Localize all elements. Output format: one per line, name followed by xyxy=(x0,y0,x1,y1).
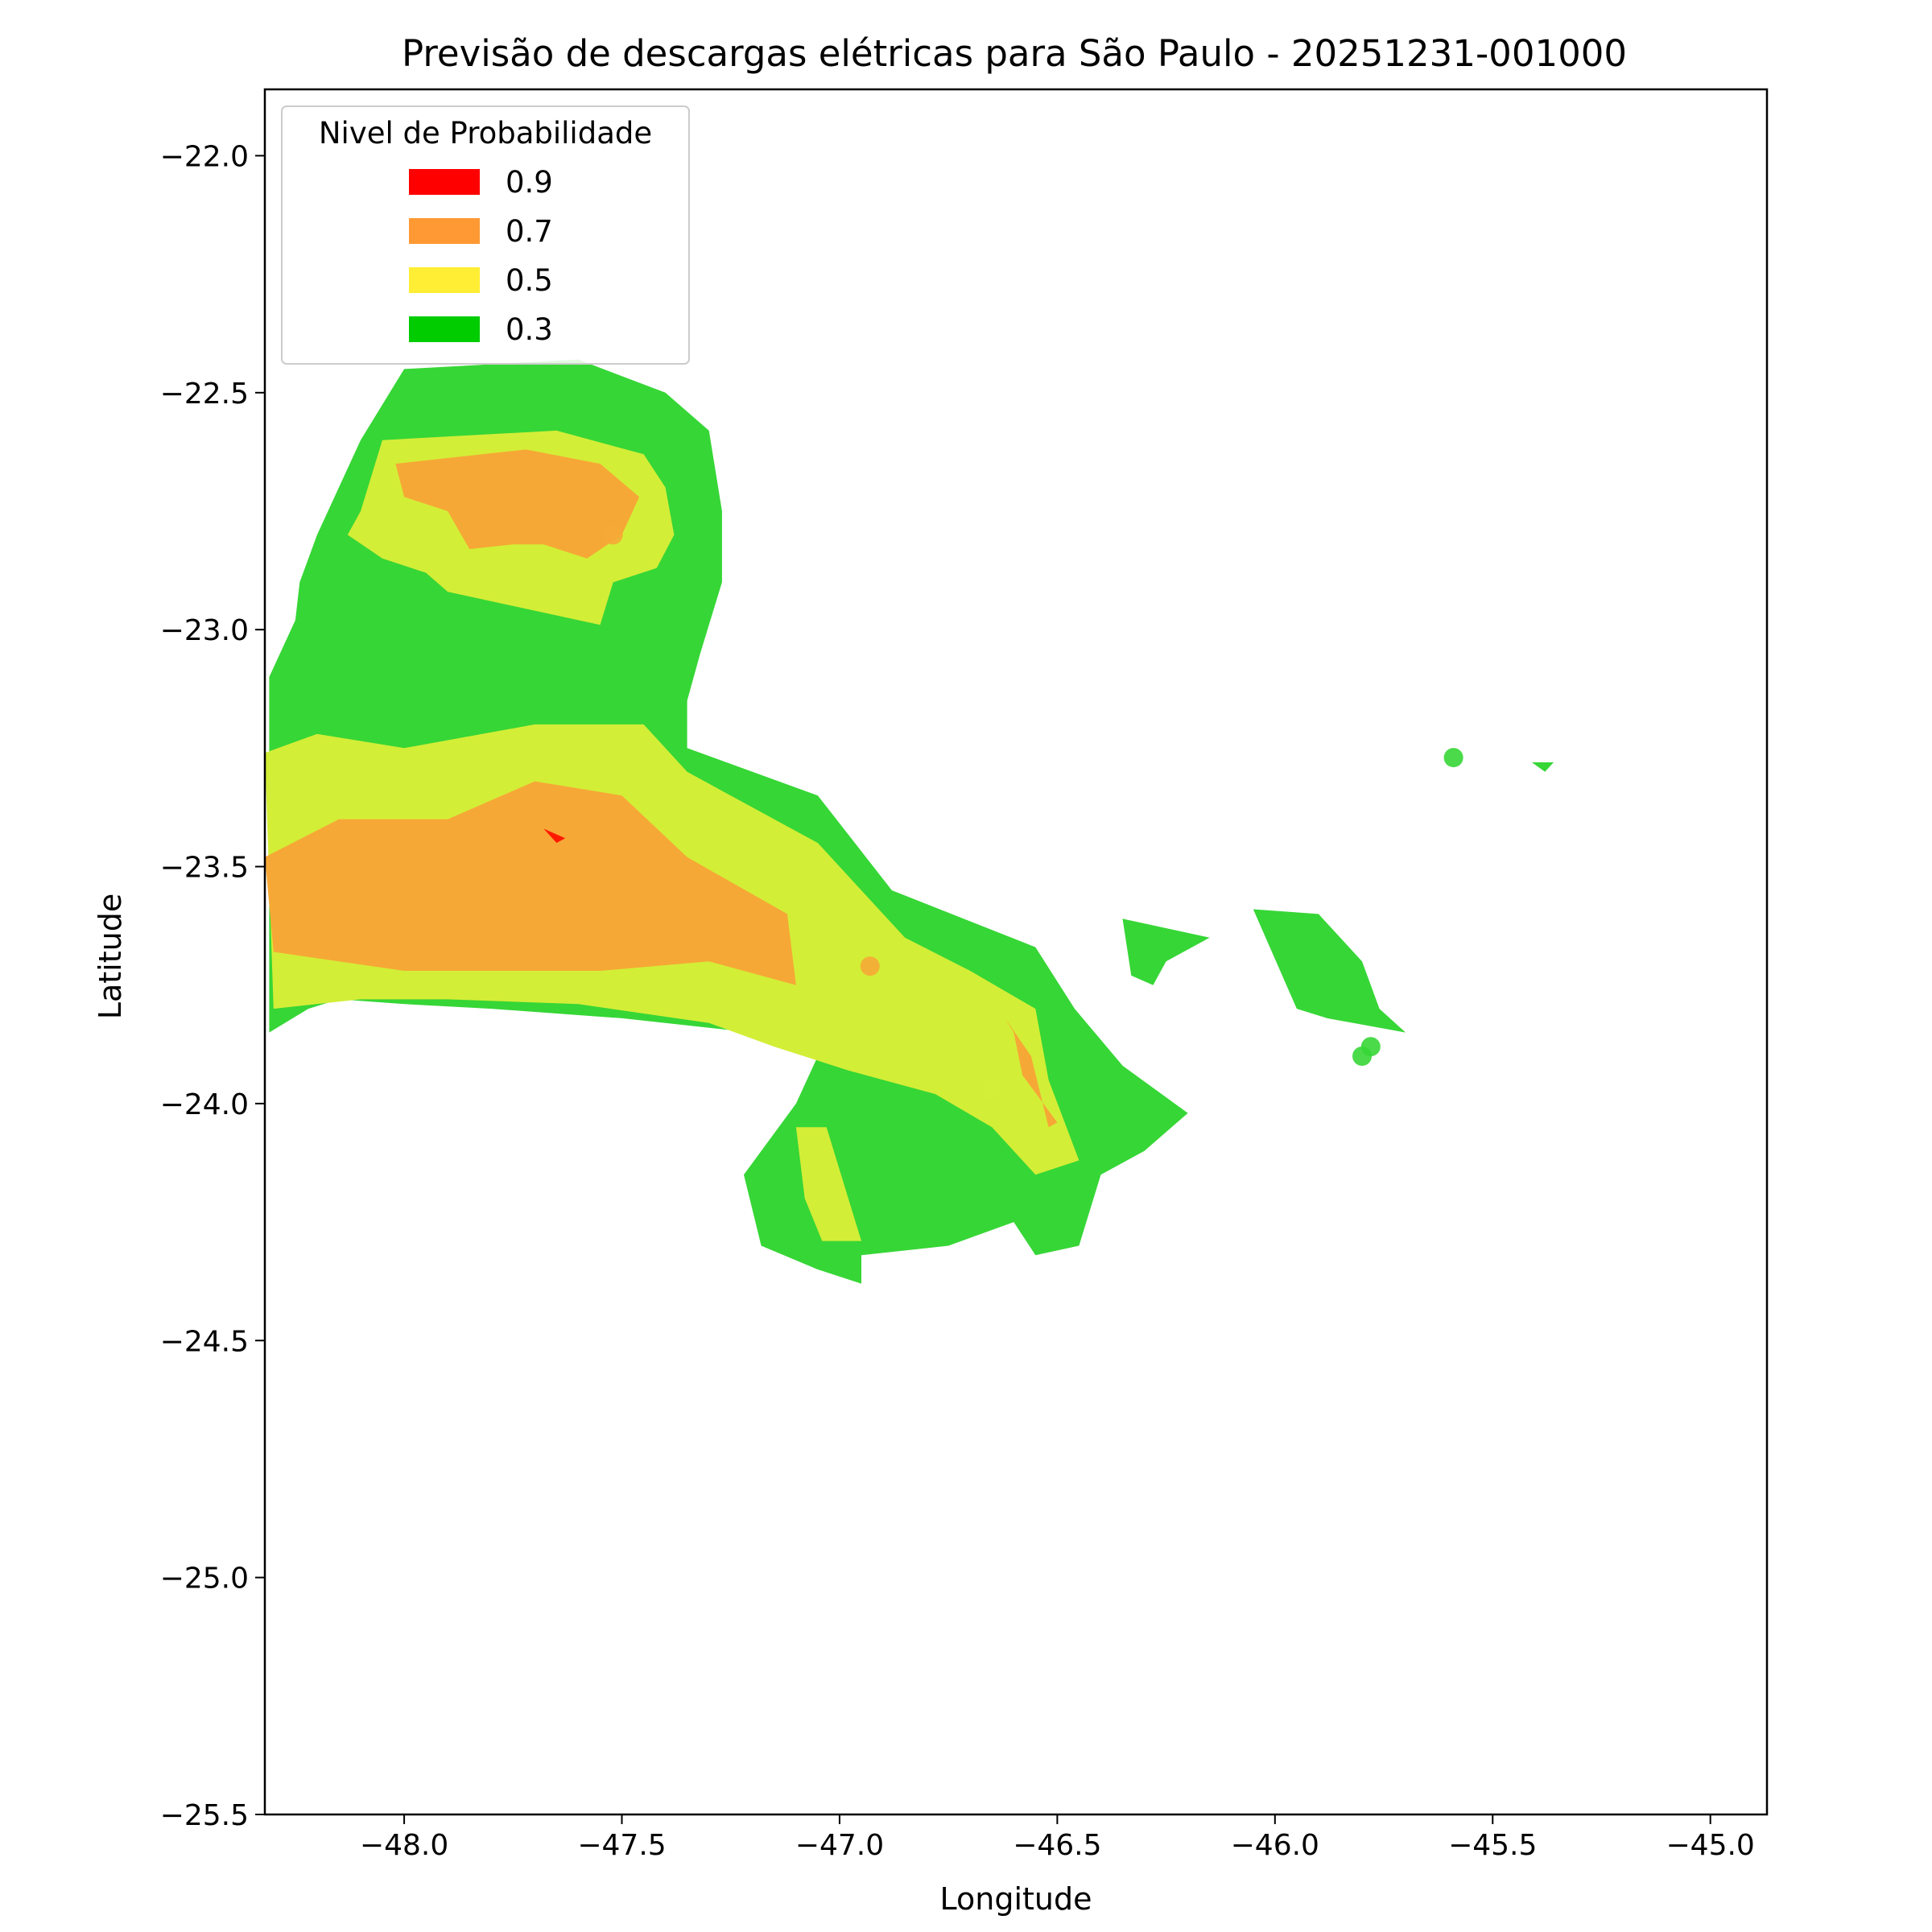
contour-region-03-8 xyxy=(1122,919,1210,985)
data-point-2 xyxy=(860,956,880,976)
contour-region-03-9 xyxy=(1253,909,1406,1033)
x-tick-label: −47.0 xyxy=(795,1829,884,1862)
y-tick-label: −23.0 xyxy=(160,614,249,647)
x-tick-label: −46.0 xyxy=(1231,1829,1319,1862)
legend-box xyxy=(281,105,690,365)
data-point-4 xyxy=(1443,748,1463,768)
legend-swatch-05 xyxy=(409,267,480,293)
data-point-1 xyxy=(324,625,345,644)
legend-label: 0.3 xyxy=(506,312,553,347)
contour-region-07-5 xyxy=(265,781,796,985)
x-axis-label: Longitude xyxy=(940,1881,1092,1917)
y-tick-label: −22.0 xyxy=(160,140,249,173)
data-point-3 xyxy=(982,1080,1002,1100)
chart-title: Previsão de descargas elétricas para São… xyxy=(402,32,1627,75)
x-tick-label: −46.5 xyxy=(1013,1829,1101,1862)
data-points xyxy=(324,525,1463,1100)
contour-regions xyxy=(265,359,1554,1284)
y-tick-label: −25.0 xyxy=(160,1563,249,1596)
x-tick-label: −48.0 xyxy=(360,1829,448,1862)
legend: Nivel de Probabilidade 0.9 0.7 0.5 0.3 xyxy=(281,105,690,365)
y-tick-label: −23.5 xyxy=(160,852,249,885)
data-point-6 xyxy=(1360,1037,1381,1057)
legend-title: Nivel de Probabilidade xyxy=(319,116,652,151)
plot-frame xyxy=(263,88,1769,1816)
legend-label: 0.9 xyxy=(506,165,553,200)
legend-swatch-09 xyxy=(409,169,480,195)
contour-region-03-10 xyxy=(1531,762,1554,772)
contour-region-07-6 xyxy=(1005,1018,1058,1128)
y-tick-label: −24.5 xyxy=(160,1325,249,1358)
legend-swatch-03 xyxy=(409,316,480,342)
y-tick-label: −25.5 xyxy=(160,1799,249,1832)
legend-label: 0.7 xyxy=(506,214,553,249)
y-tick-label: −22.5 xyxy=(160,378,249,411)
contour-region-07-2 xyxy=(395,449,640,559)
x-axis-ticks: −48.0 −47.5 −47.0 −46.5 −46.0 −45.5 −45.0 xyxy=(360,1814,1755,1862)
data-point-0 xyxy=(603,525,623,545)
x-tick-label: −47.5 xyxy=(577,1829,666,1862)
x-tick-label: −45.5 xyxy=(1448,1829,1537,1862)
legend-label: 0.5 xyxy=(506,263,553,298)
y-axis-label: Latitude xyxy=(93,894,128,1019)
y-tick-label: −24.0 xyxy=(160,1088,249,1121)
x-tick-label: −45.0 xyxy=(1666,1829,1755,1862)
y-axis-ticks: −22.0 −22.5 −23.0 −23.5 −24.0 −24.5 −25.0 −25.5 xyxy=(160,140,265,1832)
contour-region-09-7 xyxy=(543,828,566,844)
contour-region-05-4 xyxy=(795,1127,861,1241)
legend-swatch-07 xyxy=(409,218,480,244)
